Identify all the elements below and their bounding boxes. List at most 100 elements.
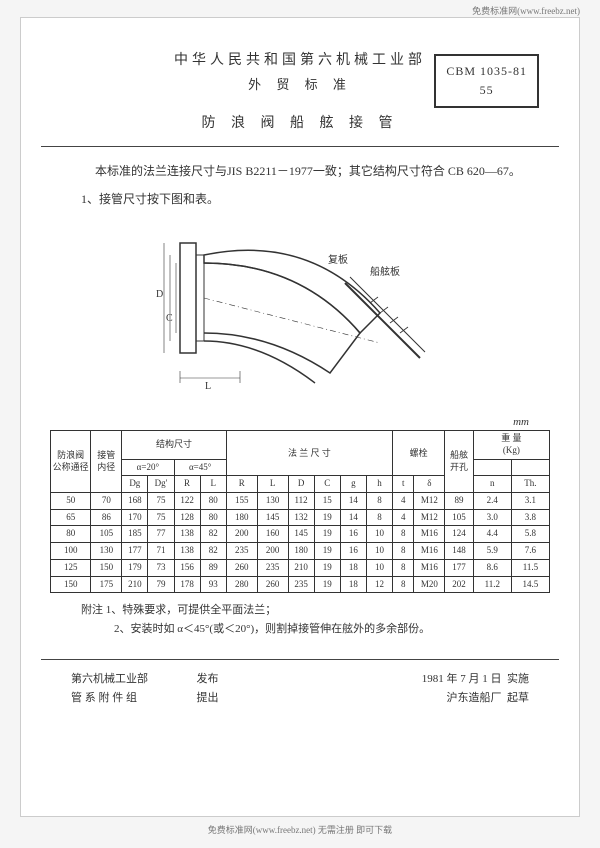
table-cell: 132	[288, 509, 314, 526]
table-cell: 179	[122, 559, 148, 576]
table-cell: 3.1	[511, 493, 549, 510]
table-header: δ	[414, 476, 445, 493]
table-cell: 10	[366, 559, 392, 576]
note-1: 1、接管尺寸按下图和表。	[81, 190, 529, 207]
table-header: 接管内径	[91, 431, 122, 493]
table-cell: 19	[314, 526, 340, 543]
table-cell: M20	[414, 576, 445, 593]
table-header: 螺栓	[393, 431, 445, 476]
table-header: h	[366, 476, 392, 493]
table-cell: 19	[314, 543, 340, 560]
table-cell: 180	[226, 509, 257, 526]
table-header: Dg'	[148, 476, 174, 493]
table-cell: 180	[288, 543, 314, 560]
table-cell: 19	[314, 576, 340, 593]
draft-verb: 起草	[507, 689, 529, 709]
dim-L: L	[205, 381, 211, 392]
table-cell: 8.6	[473, 559, 511, 576]
table-header	[511, 459, 549, 476]
table-cell: 5.9	[473, 543, 511, 560]
table-cell: 80	[51, 526, 91, 543]
table-header: 重 量(Kg)	[473, 431, 549, 459]
table-cell: 11.2	[473, 576, 511, 593]
table-cell: 73	[148, 559, 174, 576]
table-cell: 185	[122, 526, 148, 543]
table-cell: 125	[51, 559, 91, 576]
table-cell: 15	[314, 493, 340, 510]
table-cell: 210	[288, 559, 314, 576]
table-header	[473, 459, 511, 476]
table-cell: 19	[314, 509, 340, 526]
table-cell: 3.8	[511, 509, 549, 526]
dimension-table: 防浪阀公称通径接管内径结构尺寸法 兰 尺 寸螺栓船舷开孔重 量(Kg)α=20°…	[50, 430, 550, 593]
footer-block: 第六机械工业部 发布 管 系 附 件 组 提出 1981 年 7 月 1 日 实…	[71, 670, 529, 710]
table-header: α=20°	[122, 459, 174, 476]
table-header: R	[226, 476, 257, 493]
table-row: 8010518577138822001601451916108M161244.4…	[51, 526, 550, 543]
table-cell: 11.5	[511, 559, 549, 576]
label-fuban: 复板	[328, 251, 348, 266]
table-cell: 65	[51, 509, 91, 526]
table-header: R	[174, 476, 200, 493]
table-cell: 124	[445, 526, 474, 543]
table-cell: 2.4	[473, 493, 511, 510]
table-cell: 112	[288, 493, 314, 510]
table-cell: 175	[91, 576, 122, 593]
table-cell: 70	[91, 493, 122, 510]
label-chuanxian: 船舷板	[370, 263, 400, 278]
table-cell: 7.6	[511, 543, 549, 560]
table-cell: 168	[122, 493, 148, 510]
watermark-top: 免费标准网(www.freebz.net)	[0, 0, 600, 17]
table-header: Dg	[122, 476, 148, 493]
drafter: 沪东造船厂	[447, 689, 502, 709]
diagram-svg	[150, 213, 450, 403]
table-cell: 8	[393, 576, 414, 593]
table-cell: 86	[91, 509, 122, 526]
dim-D: D	[156, 289, 163, 300]
table-cell: M16	[414, 543, 445, 560]
impl-date: 1981 年 7 月 1 日	[422, 670, 502, 690]
table-cell: 160	[257, 526, 288, 543]
table-cell: 10	[366, 543, 392, 560]
table-cell: 10	[366, 526, 392, 543]
table-cell: 260	[226, 559, 257, 576]
table-header: α=45°	[174, 459, 226, 476]
impl-verb: 实施	[507, 670, 529, 690]
table-header: L	[257, 476, 288, 493]
propose-verb: 提出	[197, 689, 219, 709]
table-cell: 130	[91, 543, 122, 560]
table-cell: 177	[445, 559, 474, 576]
divider-top	[41, 146, 559, 147]
table-cell: 82	[200, 526, 226, 543]
table-cell: 8	[366, 493, 392, 510]
table-cell: 8	[366, 509, 392, 526]
table-cell: 4.4	[473, 526, 511, 543]
table-cell: 77	[148, 526, 174, 543]
table-cell: M16	[414, 526, 445, 543]
table-cell: 148	[445, 543, 474, 560]
table-cell: 18	[340, 559, 366, 576]
table-cell: 14	[340, 509, 366, 526]
table-cell: 150	[51, 576, 91, 593]
table-row: 50701687512280155130112151484M12892.43.1	[51, 493, 550, 510]
table-cell: 3.0	[473, 509, 511, 526]
table-cell: 150	[91, 559, 122, 576]
table-cell: M16	[414, 559, 445, 576]
standard-code: CBM 1035-81	[446, 62, 527, 81]
table-cell: 235	[226, 543, 257, 560]
table-cell: 105	[445, 509, 474, 526]
table-cell: 79	[148, 576, 174, 593]
table-cell: 8	[393, 543, 414, 560]
diagram-wrap: D C L 复板 船舷板	[41, 213, 559, 406]
table-cell: 5.8	[511, 526, 549, 543]
footnotes: 附注 1、特殊要求，可提供全平面法兰； 2、安装时如 α＜45°(或＜20°)，…	[81, 601, 519, 638]
watermark-bottom: 免费标准网(www.freebz.net) 无需注册 即可下载	[0, 817, 600, 842]
table-header: g	[340, 476, 366, 493]
table-cell: 155	[226, 493, 257, 510]
table-cell: 80	[200, 509, 226, 526]
table-cell: 89	[200, 559, 226, 576]
publisher: 第六机械工业部	[71, 670, 191, 690]
table-cell: 89	[445, 493, 474, 510]
table-cell: 18	[340, 576, 366, 593]
table-cell: 156	[174, 559, 200, 576]
